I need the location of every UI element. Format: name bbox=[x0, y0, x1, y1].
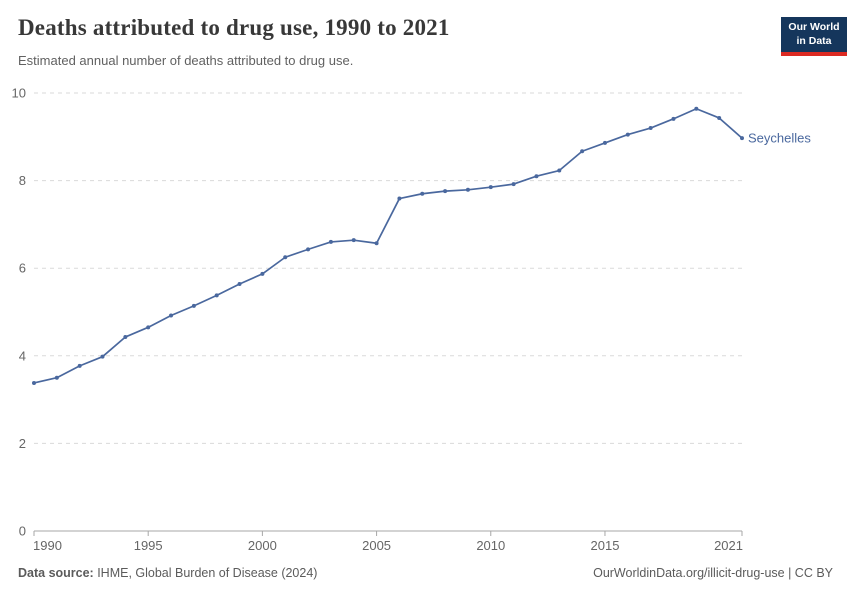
x-tick-label: 2010 bbox=[476, 538, 505, 553]
data-point-dot[interactable] bbox=[534, 174, 539, 179]
data-point-dot[interactable] bbox=[420, 191, 425, 196]
data-point-dot[interactable] bbox=[214, 293, 219, 298]
data-point-dot[interactable] bbox=[717, 115, 722, 120]
x-tick-label: 1990 bbox=[33, 538, 62, 553]
data-point-dot[interactable] bbox=[123, 334, 128, 339]
data-point-dot[interactable] bbox=[465, 187, 470, 192]
data-point-dot[interactable] bbox=[397, 196, 402, 201]
data-point-dot[interactable] bbox=[488, 185, 493, 190]
data-point-dot[interactable] bbox=[740, 136, 744, 141]
y-tick-label: 4 bbox=[19, 348, 26, 363]
data-point-dot[interactable] bbox=[260, 271, 265, 276]
data-point-dot[interactable] bbox=[100, 354, 105, 359]
data-point-dot[interactable] bbox=[694, 106, 699, 111]
data-point-dot[interactable] bbox=[191, 303, 196, 308]
data-point-dot[interactable] bbox=[443, 189, 448, 194]
y-tick-label: 2 bbox=[19, 436, 26, 451]
series-line-seychelles[interactable] bbox=[33, 107, 743, 384]
owid-logo[interactable]: Our World in Data bbox=[781, 17, 847, 57]
data-point-dot[interactable] bbox=[625, 132, 630, 137]
data-point-dot[interactable] bbox=[374, 241, 379, 246]
y-tick-label: 6 bbox=[19, 261, 26, 276]
page-title: Deaths attributed to drug use, 1990 to 2… bbox=[18, 15, 450, 40]
data-point-dot[interactable] bbox=[237, 281, 242, 286]
x-tick-label: 1995 bbox=[134, 538, 163, 553]
page-subtitle: Estimated annual number of deaths attrib… bbox=[18, 53, 354, 68]
data-source-label: Data source: bbox=[18, 566, 94, 580]
data-point-dot[interactable] bbox=[580, 149, 585, 154]
owid-logo-line1: Our World bbox=[788, 21, 840, 33]
x-tick-label: 2015 bbox=[591, 538, 620, 553]
data-point-dot[interactable] bbox=[671, 116, 676, 121]
x-tick-label: 2005 bbox=[362, 538, 391, 553]
y-tick-label: 10 bbox=[12, 86, 26, 101]
data-point-dot[interactable] bbox=[169, 313, 174, 318]
data-point-dot[interactable] bbox=[306, 247, 311, 252]
data-source-text: Data source: IHME, Global Burden of Dise… bbox=[18, 566, 317, 580]
owid-logo-line2: in Data bbox=[796, 34, 832, 47]
data-point-dot[interactable] bbox=[32, 380, 36, 385]
data-point-dot[interactable] bbox=[351, 238, 356, 243]
data-point-dot[interactable] bbox=[54, 375, 59, 380]
data-point-dot[interactable] bbox=[77, 363, 82, 368]
data-point-dot[interactable] bbox=[328, 239, 333, 244]
data-point-dot[interactable] bbox=[602, 140, 607, 145]
data-point-dot[interactable] bbox=[511, 182, 516, 187]
series-label-seychelles[interactable]: Seychelles bbox=[748, 131, 811, 146]
y-tick-label: 8 bbox=[19, 173, 26, 188]
data-point-dot[interactable] bbox=[648, 126, 653, 131]
data-point-dot[interactable] bbox=[146, 325, 151, 330]
data-source-value: IHME, Global Burden of Disease (2024) bbox=[93, 566, 318, 580]
y-tick-label: 0 bbox=[19, 524, 26, 539]
x-tick-label: 2000 bbox=[248, 538, 277, 553]
owid-url-cc-link[interactable]: OurWorldinData.org/illicit-drug-use | CC… bbox=[593, 566, 833, 580]
data-point-dot[interactable] bbox=[283, 255, 288, 260]
x-tick-label: 2021 bbox=[714, 538, 743, 553]
data-point-dot[interactable] bbox=[557, 168, 562, 173]
footer: Data source: IHME, Global Burden of Dise… bbox=[18, 566, 833, 580]
